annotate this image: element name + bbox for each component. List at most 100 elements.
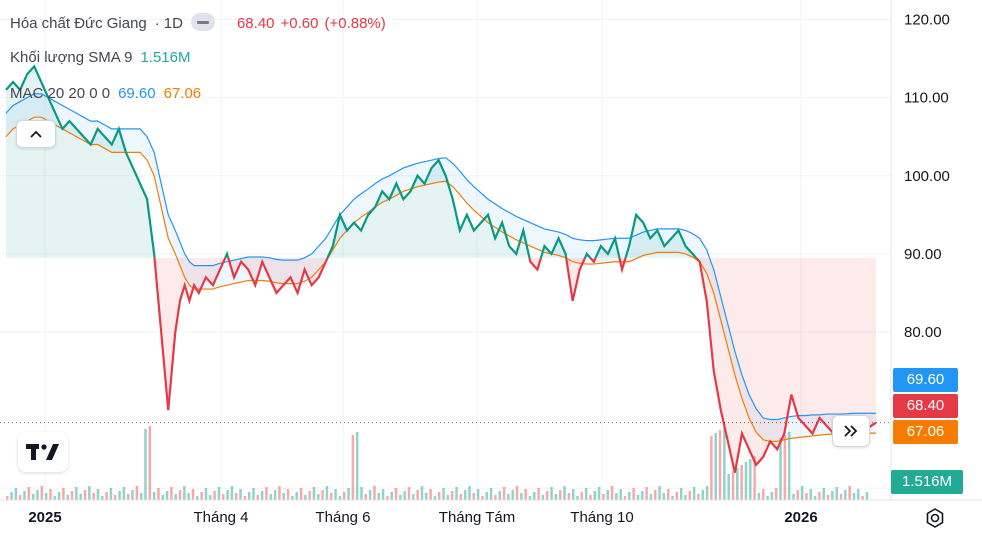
volume-bar <box>18 495 22 500</box>
volume-bar <box>740 465 743 500</box>
double-chevron-right-icon <box>844 425 858 437</box>
volume-bar <box>183 486 186 500</box>
volume-bar <box>317 494 320 500</box>
volume-bar <box>325 486 329 500</box>
volume-bar <box>710 436 713 500</box>
volume-bar <box>62 488 65 500</box>
volume-bar <box>75 487 78 500</box>
volume-bar <box>485 492 489 500</box>
mac-lower-value: 67.06 <box>163 85 202 102</box>
volume-bar <box>174 494 177 500</box>
upper-band-tag: 69.60 <box>893 368 958 392</box>
volume-bar <box>144 429 147 500</box>
volume-bar <box>44 493 48 500</box>
volume-bar <box>567 493 571 500</box>
volume-bar <box>787 432 791 500</box>
volume-bar <box>476 489 480 500</box>
volume-bar <box>31 494 35 500</box>
volume-bar <box>131 490 134 500</box>
volume-bar <box>191 489 195 500</box>
volume-bar <box>494 495 497 500</box>
volume-bar <box>744 462 748 500</box>
eye-toggle[interactable] <box>190 13 215 31</box>
volume-bar <box>83 490 87 500</box>
volume-bar <box>584 488 588 500</box>
volume-bar <box>27 487 31 500</box>
volume-bar <box>533 492 536 500</box>
volume-bar <box>615 493 618 500</box>
volume-bar <box>355 432 359 500</box>
volume-bar <box>757 493 761 500</box>
volume-bar <box>278 486 281 500</box>
volume-bar <box>170 487 173 500</box>
volume-bar <box>394 488 398 500</box>
volume-bar <box>282 493 285 500</box>
settings-button[interactable] <box>922 505 948 531</box>
y-tick-label: 80.00 <box>904 324 942 341</box>
volume-bar <box>148 426 152 500</box>
volume-bar <box>286 489 290 500</box>
volume-bar <box>619 489 622 500</box>
lower-band-tag: 67.06 <box>893 420 958 444</box>
volume-bar <box>230 486 234 500</box>
volume-bar <box>381 489 385 500</box>
volume-bar <box>632 488 635 500</box>
volume-bar <box>822 488 825 500</box>
volume-bar <box>23 491 26 500</box>
collapse-legend-button[interactable] <box>16 120 56 148</box>
volume-bar <box>330 493 333 500</box>
price-line-down <box>153 257 877 473</box>
volume-bar <box>606 490 609 500</box>
volume-bar <box>420 486 424 500</box>
volume-bar <box>364 494 368 500</box>
volume-bar <box>239 489 242 500</box>
volume-bar <box>472 493 476 500</box>
volume-bar <box>541 495 545 500</box>
volume-bar <box>114 495 117 500</box>
volume-bar <box>260 491 264 500</box>
volume-bar <box>675 492 679 500</box>
legend-symbol[interactable]: Hóa chất Đức Giang · 1D 68.40 +0.60 (+0.88%) <box>10 13 394 32</box>
y-tick-label: 110.00 <box>904 90 949 107</box>
area-fill-below <box>6 257 876 473</box>
volume-bar <box>446 495 450 500</box>
volume-bar <box>304 495 307 500</box>
volume-bar <box>291 496 294 500</box>
volume-bar <box>554 494 558 500</box>
legend-volume[interactable]: Khối lượng SMA 9 1.516M <box>10 49 199 66</box>
volume-bar <box>204 488 208 500</box>
volume-bar <box>399 495 402 500</box>
volume-bar <box>433 496 437 500</box>
volume-bar <box>597 487 601 500</box>
volume-bar <box>265 487 268 500</box>
tradingview-logo-icon <box>26 444 59 460</box>
volume-bar <box>118 491 121 500</box>
volume-bar <box>727 474 730 500</box>
volume-bar <box>109 488 113 500</box>
volume-bar <box>407 487 411 500</box>
volume-bar <box>779 438 782 500</box>
volume-bar <box>831 491 834 500</box>
volume-bar <box>641 491 644 500</box>
scroll-to-realtime-button[interactable] <box>832 415 870 447</box>
volume-bar <box>10 492 13 500</box>
volume-bar <box>753 456 756 500</box>
legend-mac[interactable]: MAC 20 20 0 0 69.60 67.06 <box>10 85 209 102</box>
volume-bar <box>243 496 247 500</box>
volume-bar <box>576 496 579 500</box>
volume-bar <box>844 490 847 500</box>
volume-bar <box>718 430 722 500</box>
volume-bar <box>368 490 372 500</box>
volume-bar <box>701 490 705 500</box>
volume-bar <box>697 494 700 500</box>
volume-label: Khối lượng SMA 9 <box>10 49 133 66</box>
tradingview-logo[interactable] <box>18 432 68 472</box>
x-axis[interactable]: 2025 Tháng 4 Tháng 6 Tháng Tám Tháng 10 2026 <box>28 509 817 526</box>
volume-bar <box>377 493 381 500</box>
volume-bar <box>92 493 95 500</box>
price-line-up <box>5 64 698 258</box>
volume-bar <box>438 492 441 500</box>
volume-bar <box>852 493 856 500</box>
volume-bar <box>53 496 57 500</box>
